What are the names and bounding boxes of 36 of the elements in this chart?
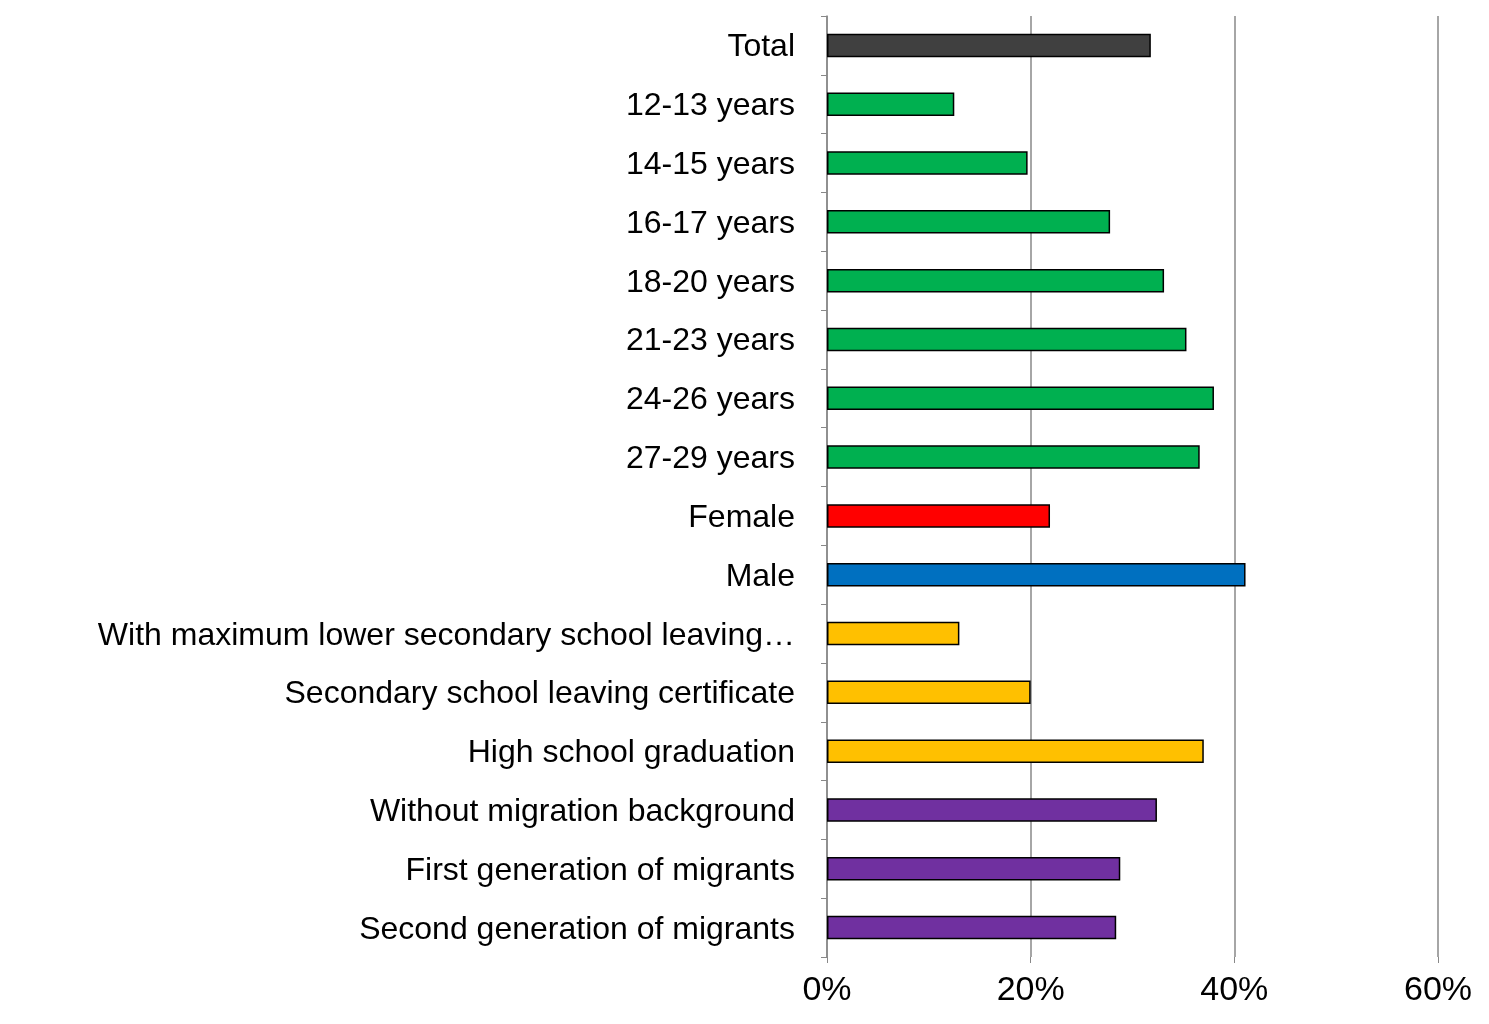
y-tick-label: Without migration background bbox=[369, 791, 795, 828]
y-tick-label: 16-17 years bbox=[626, 203, 795, 240]
bar bbox=[827, 857, 1121, 881]
y-tick-label: Total bbox=[727, 27, 795, 64]
bar bbox=[827, 327, 1187, 352]
bar bbox=[827, 739, 1204, 763]
x-tick-label: 60% bbox=[1403, 969, 1473, 1007]
bar bbox=[827, 680, 1031, 705]
bar bbox=[827, 915, 1117, 940]
bar bbox=[827, 92, 955, 116]
bar bbox=[827, 504, 1051, 528]
bar bbox=[827, 386, 1214, 411]
bar bbox=[827, 268, 1165, 293]
y-tick-label: 24-26 years bbox=[626, 380, 795, 417]
y-tick-label: First generation of migrants bbox=[405, 850, 795, 887]
bar bbox=[827, 562, 1246, 587]
y-tick-label: Second generation of migrants bbox=[359, 909, 795, 946]
y-tick-label: High school graduation bbox=[467, 733, 795, 770]
y-tick-label: With maximum lower secondary school leaving… bbox=[97, 615, 795, 652]
bar bbox=[827, 151, 1028, 175]
y-tick-label: Male bbox=[725, 556, 795, 593]
y-tick-label: Secondary school leaving certificate bbox=[284, 674, 795, 711]
y-tick-label: 27-29 years bbox=[626, 439, 795, 476]
x-tick-label: 0% bbox=[802, 969, 852, 1007]
bar bbox=[827, 33, 1151, 58]
y-tick-label: 18-20 years bbox=[626, 262, 795, 299]
x-tick-label: 20% bbox=[996, 969, 1065, 1007]
bar bbox=[827, 445, 1200, 469]
bar bbox=[827, 798, 1157, 822]
y-tick-label: 21-23 years bbox=[626, 321, 795, 358]
bar bbox=[827, 210, 1111, 234]
y-tick-label: 14-15 years bbox=[626, 145, 795, 182]
y-tick-label: Female bbox=[688, 497, 795, 534]
bar bbox=[827, 621, 960, 646]
y-tick-label: 12-13 years bbox=[626, 86, 795, 123]
x-tick-label: 40% bbox=[1200, 969, 1269, 1007]
